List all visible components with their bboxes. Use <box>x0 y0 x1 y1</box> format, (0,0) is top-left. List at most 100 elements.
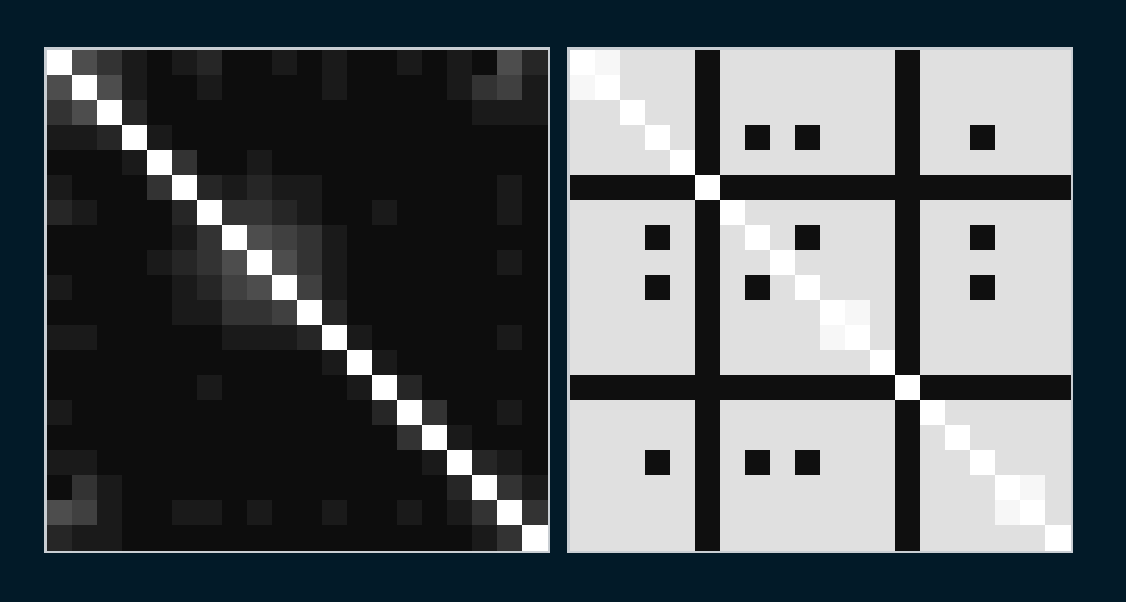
heatmap-cell <box>347 425 373 451</box>
heatmap-cell <box>895 475 921 501</box>
heatmap-cell <box>197 325 223 351</box>
heatmap-cell <box>447 400 473 426</box>
heatmap-cell <box>745 125 771 151</box>
heatmap-cell <box>272 400 298 426</box>
heatmap-cell <box>695 525 721 551</box>
heatmap-cell <box>770 75 796 101</box>
heatmap-cell <box>920 300 946 326</box>
heatmap-cell <box>720 200 746 226</box>
heatmap-cell <box>820 425 846 451</box>
heatmap-cell <box>1045 425 1071 451</box>
heatmap-cell <box>895 525 921 551</box>
heatmap-cell <box>870 325 896 351</box>
heatmap-cell <box>522 475 548 501</box>
heatmap-cell <box>197 425 223 451</box>
heatmap-cell <box>297 150 323 176</box>
heatmap-cell <box>172 100 198 126</box>
heatmap-cell <box>497 400 523 426</box>
heatmap-cell <box>795 150 821 176</box>
heatmap-cell <box>297 525 323 551</box>
heatmap-cell <box>1045 200 1071 226</box>
heatmap-cell <box>272 200 298 226</box>
heatmap-cell <box>970 350 996 376</box>
heatmap-cell <box>695 300 721 326</box>
heatmap-cell <box>422 500 448 526</box>
heatmap-cell <box>795 50 821 76</box>
heatmap-cell <box>920 475 946 501</box>
heatmap-cell <box>97 100 123 126</box>
heatmap-cell <box>645 150 671 176</box>
heatmap-cell <box>97 450 123 476</box>
heatmap-cell <box>372 250 398 276</box>
heatmap-cell <box>620 375 646 401</box>
heatmap-cell <box>945 125 971 151</box>
heatmap-cell <box>645 525 671 551</box>
heatmap-cell <box>595 475 621 501</box>
heatmap-cell <box>472 125 498 151</box>
heatmap-cell <box>695 175 721 201</box>
heatmap-cell <box>472 150 498 176</box>
heatmap-cell <box>522 250 548 276</box>
heatmap-cell <box>472 175 498 201</box>
heatmap-cell <box>372 350 398 376</box>
heatmap-cell <box>720 75 746 101</box>
heatmap-cell <box>695 275 721 301</box>
heatmap-cell <box>920 225 946 251</box>
heatmap-cell <box>347 325 373 351</box>
heatmap-cell <box>995 425 1021 451</box>
heatmap-cell <box>447 200 473 226</box>
heatmap-cell <box>72 275 98 301</box>
heatmap-cell <box>670 150 696 176</box>
heatmap-cell <box>72 300 98 326</box>
heatmap-cell <box>970 300 996 326</box>
heatmap-cell <box>795 525 821 551</box>
heatmap-cell <box>172 125 198 151</box>
heatmap-cell <box>795 450 821 476</box>
heatmap-cell <box>895 325 921 351</box>
heatmap-cell <box>670 300 696 326</box>
heatmap-cell <box>845 300 871 326</box>
heatmap-cell <box>247 150 273 176</box>
heatmap-cell <box>347 75 373 101</box>
heatmap-cell <box>720 125 746 151</box>
heatmap-cell <box>745 300 771 326</box>
heatmap-cell <box>745 150 771 176</box>
heatmap-cell <box>47 525 73 551</box>
heatmap-cell <box>595 250 621 276</box>
heatmap-cell <box>1020 300 1046 326</box>
heatmap-cell <box>920 200 946 226</box>
heatmap-cell <box>272 475 298 501</box>
heatmap-cell <box>172 300 198 326</box>
heatmap-cell <box>570 450 596 476</box>
heatmap-cell <box>397 75 423 101</box>
heatmap-cell <box>770 50 796 76</box>
heatmap-cell <box>970 475 996 501</box>
heatmap-cell <box>97 175 123 201</box>
heatmap-cell <box>447 525 473 551</box>
heatmap-cell <box>197 350 223 376</box>
heatmap-cell <box>645 325 671 351</box>
heatmap-cell <box>845 125 871 151</box>
heatmap-cell <box>297 350 323 376</box>
heatmap-cell <box>497 225 523 251</box>
heatmap-cell <box>197 200 223 226</box>
heatmap-cell <box>920 500 946 526</box>
heatmap-cell <box>497 450 523 476</box>
heatmap-cell <box>845 450 871 476</box>
heatmap-cell <box>372 400 398 426</box>
heatmap-cell <box>770 525 796 551</box>
heatmap-cell <box>770 125 796 151</box>
heatmap-cell <box>895 425 921 451</box>
heatmap-cell <box>845 425 871 451</box>
heatmap-cell <box>147 375 173 401</box>
heatmap-cell <box>422 200 448 226</box>
heatmap-cell <box>570 50 596 76</box>
heatmap-cell <box>945 525 971 551</box>
heatmap-cell <box>870 450 896 476</box>
heatmap-cell <box>795 175 821 201</box>
heatmap-cell <box>870 150 896 176</box>
heatmap-cell <box>197 375 223 401</box>
heatmap-cell <box>472 75 498 101</box>
heatmap-cell <box>945 325 971 351</box>
heatmap-cell <box>720 475 746 501</box>
